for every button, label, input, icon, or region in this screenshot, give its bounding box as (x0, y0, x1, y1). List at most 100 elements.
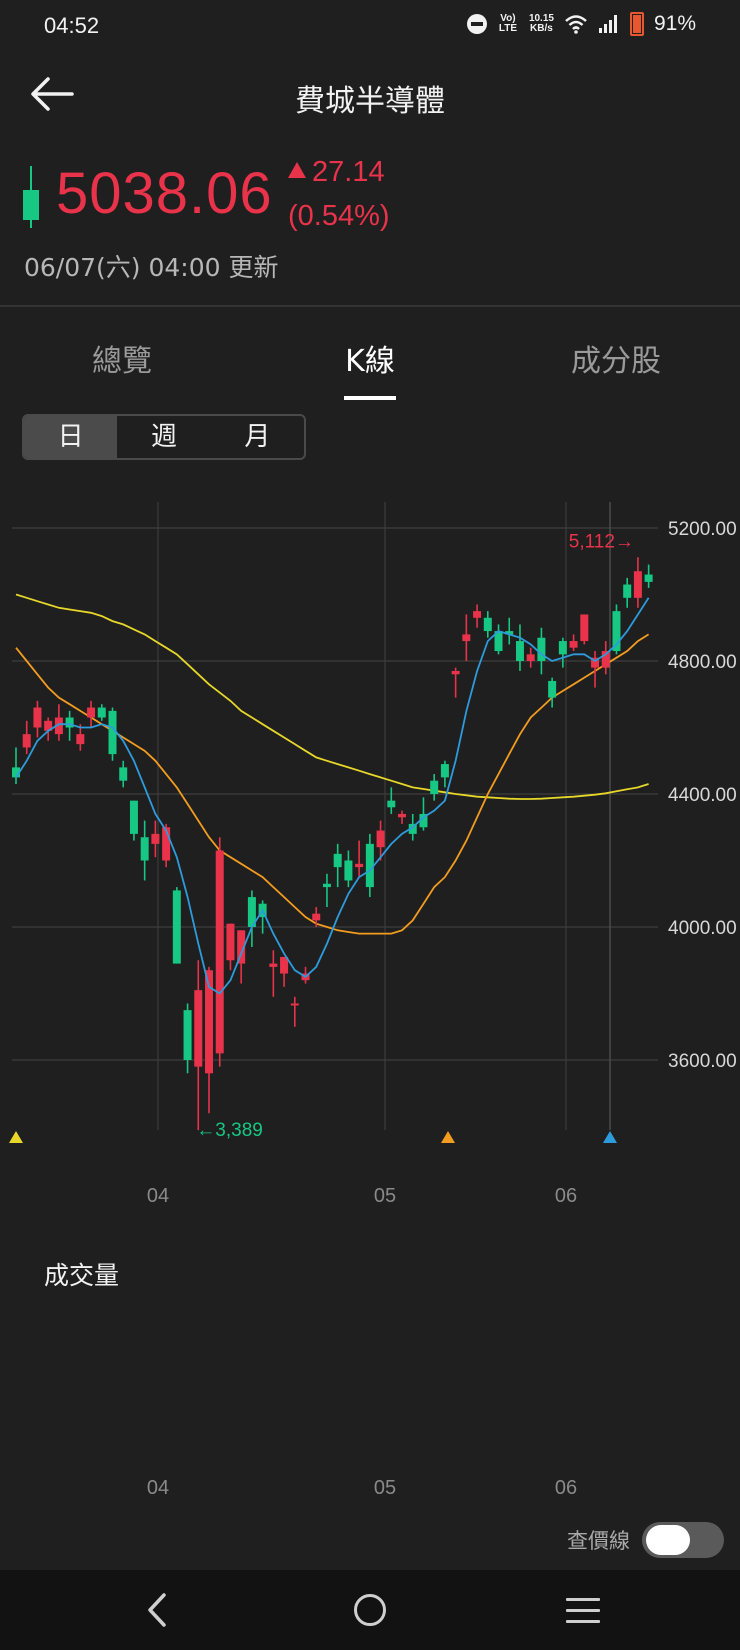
tab-bar: 總覽 K線 成分股 (0, 330, 740, 410)
quote-summary: 5038.06 27.14 (0.54%) 06/07(六) 04:00 更新 (0, 150, 740, 290)
period-selector: 日 週 月 (22, 414, 306, 460)
candle-body (129, 800, 138, 834)
high-marker-label: 5,112→ (569, 531, 634, 552)
ma-long-line (15, 593, 649, 800)
candle-body (398, 813, 407, 818)
battery-icon (629, 12, 644, 36)
volte-icon: Vo) LTE (498, 13, 518, 34)
do-not-disturb-icon (466, 14, 487, 34)
price-change-value: 27.14 (312, 156, 385, 188)
candle-body (344, 860, 353, 881)
index-price: 5038.06 (56, 161, 273, 226)
candle-body (172, 890, 181, 964)
clock: 04:52 (44, 13, 100, 38)
nav-back-icon[interactable] (142, 1592, 172, 1628)
volume-x-tick: 05 (374, 1477, 396, 1499)
tab-constituents[interactable]: 成分股 (571, 344, 661, 379)
candle-body (322, 883, 331, 888)
arrow-left-icon[interactable] (28, 74, 76, 114)
y-tick-label: 3600.00 (668, 1051, 737, 1072)
price-line-toggle-row: 查價線 (567, 1520, 724, 1560)
candle-body (312, 913, 321, 921)
candle-body (462, 634, 471, 642)
ma-mid-line (15, 633, 650, 935)
tab-overview[interactable]: 總覽 (92, 344, 152, 379)
network-speed-value: 10.15 (528, 13, 554, 24)
candle-body (483, 617, 492, 632)
candle-body (140, 837, 149, 861)
x-tick-label: 05 (374, 1185, 396, 1207)
tab-kline[interactable]: K線 (345, 344, 395, 379)
kline-chart[interactable]: 5200.00 4800.00 4400.00 4000.00 3600.00 04 05 0… (0, 490, 740, 1210)
candle-body (151, 833, 160, 844)
candle-body (269, 963, 278, 967)
candle-body (387, 800, 396, 808)
page-title: 費城半導體 (295, 84, 445, 119)
period-day[interactable]: 日 (24, 416, 118, 458)
switch-knob (646, 1525, 690, 1555)
y-tick-label: 4400.00 (668, 785, 737, 806)
y-tick-label: 5200.00 (668, 519, 737, 540)
candle-body (376, 830, 385, 848)
wifi-icon (565, 15, 587, 34)
volume-x-axis: 04 05 06 (0, 1460, 740, 1510)
candle-body (473, 611, 482, 618)
x-tick-label: 04 (147, 1185, 169, 1207)
price-line-label: 查價線 (567, 1529, 630, 1553)
ma-marker-blue (603, 1131, 617, 1143)
candle-body (526, 654, 535, 661)
candle-body (515, 641, 524, 661)
nav-home-icon[interactable] (354, 1594, 386, 1626)
candle-body (183, 1010, 192, 1060)
update-time: 06/07(六) 04:00 更新 (24, 253, 279, 282)
signal-icon (598, 15, 617, 33)
candle-body (644, 574, 653, 582)
candle-body (580, 614, 589, 642)
nav-recents-icon[interactable] (566, 1598, 600, 1624)
period-month[interactable]: 月 (244, 422, 271, 452)
candle-body (548, 680, 557, 698)
candle-body (22, 734, 31, 748)
status-icons: Vo) LTE 10.15 KB/s 91% (466, 12, 696, 36)
candle-body (569, 641, 578, 648)
volume-x-tick: 06 (555, 1477, 577, 1499)
ma-marker-orange (441, 1131, 455, 1143)
candle-body (591, 657, 600, 668)
volume-label: 成交量 (44, 1261, 120, 1290)
candle-body (65, 717, 74, 728)
app-header: 費城半導體 (0, 62, 740, 132)
candle-body (440, 764, 449, 778)
price-change-percent: (0.54%) (288, 200, 390, 232)
candle-body (194, 990, 203, 1067)
status-bar: 04:52 Vo) LTE 10.15 KB/s 91% (0, 0, 740, 54)
candle-body (408, 823, 417, 834)
candle-body (87, 707, 96, 718)
candle-body (505, 631, 514, 635)
period-week[interactable]: 週 (150, 422, 177, 452)
candle-body (601, 651, 610, 668)
candle-body (451, 670, 460, 675)
price-line-switch[interactable] (642, 1522, 724, 1558)
candle-body (12, 767, 20, 778)
candle-body (633, 571, 642, 598)
x-tick-label: 06 (555, 1185, 577, 1207)
up-triangle-icon (288, 162, 306, 178)
candle-body (119, 767, 128, 781)
candle-body (623, 584, 632, 598)
candle-body (419, 813, 428, 828)
candle-body (558, 641, 567, 655)
candle-body (430, 780, 439, 794)
candle-body (215, 850, 224, 1054)
battery-percent: 91% (653, 12, 696, 35)
candle-body (97, 707, 106, 718)
candle-body (494, 631, 503, 652)
kline-chart-svg: 5200.00 4800.00 4400.00 4000.00 3600.00 04 05 0… (9, 502, 737, 1207)
y-tick-label: 4000.00 (668, 918, 737, 939)
candle-body (162, 827, 171, 861)
tab-indicator (344, 396, 396, 400)
ma-marker-yellow (9, 1131, 23, 1143)
divider (0, 305, 740, 307)
candle-body (33, 707, 42, 728)
system-nav-bar (0, 1570, 740, 1650)
candle-body (355, 863, 364, 868)
